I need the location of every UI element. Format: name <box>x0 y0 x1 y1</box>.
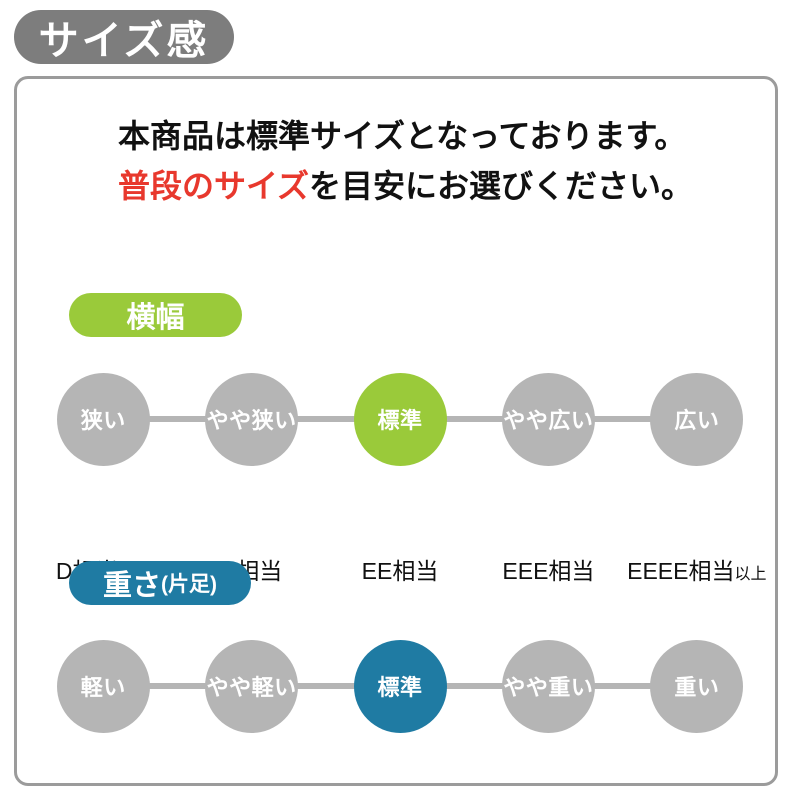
intro-line-1: 本商品は標準サイズとなっております。 <box>118 118 687 154</box>
width-step-circle: 狭い <box>56 372 150 466</box>
intro-line-2: 普段のサイズを目安にお選びください。 <box>118 161 693 211</box>
size-guide-box: 本商品は標準サイズとなっております。 普段のサイズを目安にお選びください。 横幅… <box>14 76 778 786</box>
width-value-4: EEE相当 <box>474 552 622 586</box>
width-step-3-selected: 標準 <box>326 372 474 466</box>
width-step-4: やや広い <box>474 372 622 466</box>
weight-scale-badge: 重さ (片足) <box>69 561 251 605</box>
width-step-2: やや狭い <box>177 372 325 466</box>
width-step-circle: やや狭い <box>205 372 299 466</box>
width-badge-label: 横幅 <box>126 302 185 334</box>
width-step-5: 広い <box>623 372 771 466</box>
intro-highlight: 普段のサイズ <box>118 168 310 204</box>
weight-step-circle-selected: 標準 <box>353 639 447 733</box>
weight-step-5: 重い <box>623 639 771 733</box>
value-text: EE相当 <box>361 558 439 584</box>
weight-step-1: 軽い <box>29 639 177 733</box>
weight-step-circle: 重い <box>650 639 744 733</box>
width-scale-badge: 横幅 <box>69 293 242 337</box>
weight-step-4: やや重い <box>474 639 622 733</box>
width-step-circle: やや広い <box>501 372 595 466</box>
weight-badge-label: 重さ <box>102 570 161 602</box>
weight-badge-suffix: (片足) <box>161 573 217 596</box>
value-text: EEE相当 <box>502 558 595 584</box>
width-step-1: 狭い <box>29 372 177 466</box>
width-step-circle: 広い <box>650 372 744 466</box>
intro-line-2-rest: を目安にお選びください。 <box>309 168 694 204</box>
width-step-circle-selected: 標準 <box>353 372 447 466</box>
intro-text: 本商品は標準サイズとなっております。 普段のサイズを目安にお選びください。 <box>118 111 693 211</box>
width-scale-circles: 狭い やや狭い 標準 やや広い 広い <box>29 372 771 466</box>
value-suffix: 以上 <box>734 566 767 583</box>
width-value-3: EE相当 <box>326 552 474 586</box>
weight-step-2: やや軽い <box>177 639 325 733</box>
weight-step-circle: 軽い <box>56 639 150 733</box>
weight-step-3-selected: 標準 <box>326 639 474 733</box>
weight-step-circle: やや軽い <box>205 639 299 733</box>
page-title-badge: サイズ感 <box>14 10 234 64</box>
value-text: EEEE相当 <box>627 558 735 584</box>
weight-scale-circles: 軽い やや軽い 標準 やや重い 重い <box>29 639 771 733</box>
width-value-5: EEEE相当 以上 <box>623 552 771 586</box>
weight-step-circle: やや重い <box>501 639 595 733</box>
